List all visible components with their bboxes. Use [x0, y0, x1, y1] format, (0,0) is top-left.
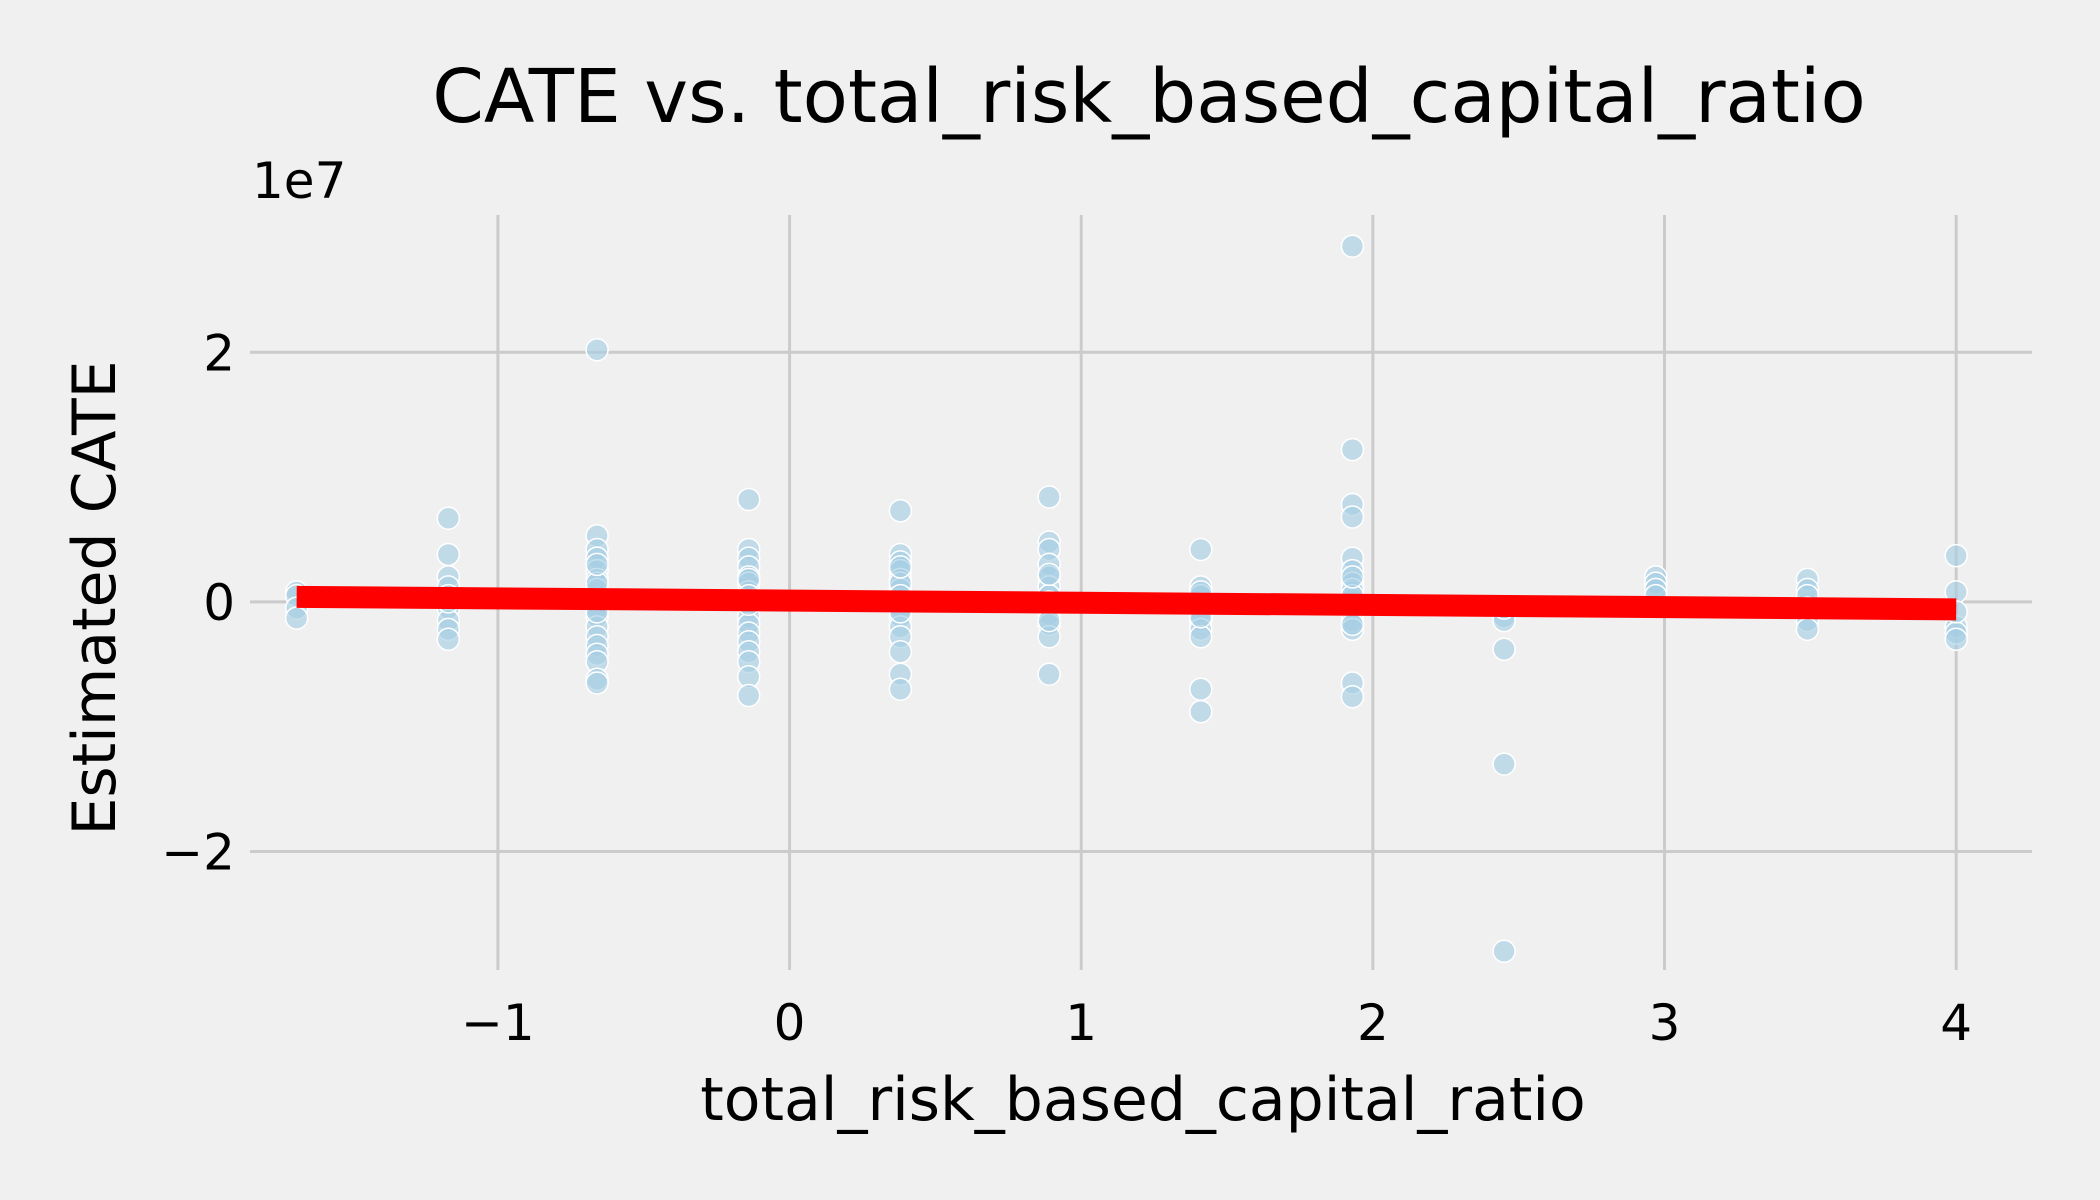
y-tick-label: 0 — [203, 574, 235, 632]
x-tick-label: 2 — [1357, 994, 1389, 1052]
scatter-point — [284, 606, 309, 630]
trend-line — [296, 585, 1957, 621]
scatter-point — [736, 487, 761, 512]
scatter-point — [1492, 939, 1516, 964]
scatter-point — [585, 671, 609, 695]
scatter-point — [1492, 752, 1516, 776]
scatter-point — [1037, 562, 1061, 587]
x-tick-label: 0 — [774, 994, 806, 1052]
y-tick-labels: −2 0 2 — [161, 324, 235, 881]
scatter-point — [1340, 437, 1365, 462]
y-axis-label: Estimated CATE — [60, 360, 130, 835]
x-tick-label: 3 — [1649, 994, 1681, 1052]
scatter-point — [1037, 662, 1061, 686]
scatter-point — [1189, 625, 1213, 649]
scatter-point — [1189, 677, 1213, 701]
scatter-point — [736, 683, 761, 708]
y-tick-label: 2 — [203, 324, 235, 382]
scatter-point — [436, 542, 461, 567]
x-tick-label: 1 — [1065, 994, 1097, 1052]
scatter-point — [1037, 485, 1061, 509]
scatter-point — [1340, 612, 1365, 637]
scatter-point — [1340, 565, 1365, 589]
scatter-point — [1189, 537, 1213, 562]
scatter-point — [436, 627, 461, 652]
scatter-point — [585, 552, 609, 577]
scatter-point — [1944, 543, 1968, 568]
scatter-point — [1340, 505, 1365, 529]
scatter-point — [888, 640, 913, 664]
trend-line-group — [296, 585, 1957, 621]
scatter-point — [1340, 234, 1365, 258]
scatter-point — [888, 677, 913, 701]
scatter-point — [1340, 684, 1365, 709]
scatter-point — [1944, 627, 1968, 652]
scatter-point — [585, 338, 609, 362]
y-tick-label: −2 — [161, 823, 235, 881]
scatter-point — [436, 506, 461, 530]
scatter-point — [888, 499, 913, 523]
x-tick-labels: −1 0 1 2 3 4 — [461, 994, 1972, 1052]
y-offset-label: 1e7 — [252, 152, 346, 210]
x-tick-label: 4 — [1940, 994, 1972, 1052]
scatter-point — [1492, 637, 1516, 662]
x-tick-label: −1 — [461, 994, 535, 1052]
scatter-point — [888, 555, 913, 579]
chart-title: CATE vs. total_risk_based_capital_ratio — [432, 54, 1866, 140]
x-axis-label: total_risk_based_capital_ratio — [700, 1065, 1585, 1135]
scatter-point — [1189, 699, 1213, 724]
scatter-point — [1795, 617, 1820, 642]
